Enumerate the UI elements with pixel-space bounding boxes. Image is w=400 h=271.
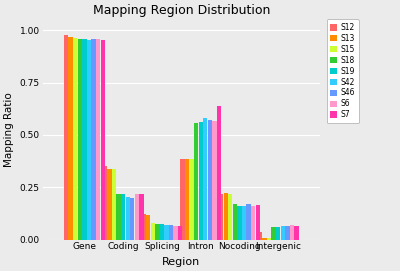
Bar bbox=[116, 195, 121, 240]
Bar bbox=[87, 40, 91, 240]
Bar bbox=[160, 224, 164, 240]
X-axis label: Region: Region bbox=[162, 257, 200, 267]
Title: Mapping Region Distribution: Mapping Region Distribution bbox=[93, 4, 270, 17]
Bar bbox=[242, 206, 246, 240]
Bar bbox=[103, 166, 107, 240]
Bar bbox=[267, 238, 271, 240]
Bar bbox=[208, 120, 212, 240]
Bar bbox=[178, 226, 182, 240]
Bar bbox=[272, 227, 276, 240]
Y-axis label: Mapping Ratio: Mapping Ratio bbox=[4, 92, 14, 167]
Bar bbox=[107, 169, 112, 240]
Bar bbox=[130, 198, 134, 240]
Bar bbox=[251, 206, 255, 240]
Bar bbox=[246, 204, 251, 240]
Bar bbox=[290, 225, 294, 240]
Bar bbox=[155, 224, 160, 240]
Bar bbox=[276, 227, 280, 240]
Bar bbox=[281, 226, 285, 240]
Bar bbox=[285, 226, 290, 240]
Bar bbox=[96, 39, 100, 240]
Bar bbox=[142, 214, 146, 240]
Bar bbox=[189, 159, 194, 240]
Bar bbox=[139, 195, 144, 240]
Bar bbox=[185, 159, 189, 240]
Bar bbox=[91, 39, 96, 240]
Bar bbox=[262, 238, 267, 240]
Bar bbox=[224, 193, 228, 240]
Bar bbox=[78, 38, 82, 240]
Bar bbox=[68, 37, 73, 240]
Bar bbox=[164, 225, 169, 240]
Bar bbox=[194, 123, 198, 240]
Bar bbox=[237, 206, 242, 240]
Bar bbox=[126, 196, 130, 240]
Bar bbox=[64, 36, 68, 240]
Bar bbox=[212, 121, 217, 240]
Bar bbox=[73, 38, 78, 240]
Bar bbox=[169, 225, 173, 240]
Bar bbox=[198, 122, 203, 240]
Bar bbox=[294, 226, 299, 240]
Bar bbox=[228, 194, 232, 240]
Bar bbox=[233, 204, 237, 240]
Bar bbox=[217, 105, 221, 240]
Bar bbox=[174, 226, 178, 240]
Bar bbox=[100, 40, 105, 240]
Bar bbox=[135, 195, 139, 240]
Bar bbox=[82, 39, 86, 240]
Bar bbox=[150, 223, 155, 240]
Bar bbox=[180, 159, 184, 240]
Bar bbox=[219, 194, 223, 240]
Bar bbox=[256, 205, 260, 240]
Bar bbox=[112, 169, 116, 240]
Bar bbox=[258, 231, 262, 240]
Legend: S12, S13, S15, S18, S19, S42, S46, S6, S7: S12, S13, S15, S18, S19, S42, S46, S6, S… bbox=[326, 19, 359, 123]
Bar bbox=[146, 215, 150, 240]
Bar bbox=[203, 118, 208, 240]
Bar bbox=[121, 195, 125, 240]
